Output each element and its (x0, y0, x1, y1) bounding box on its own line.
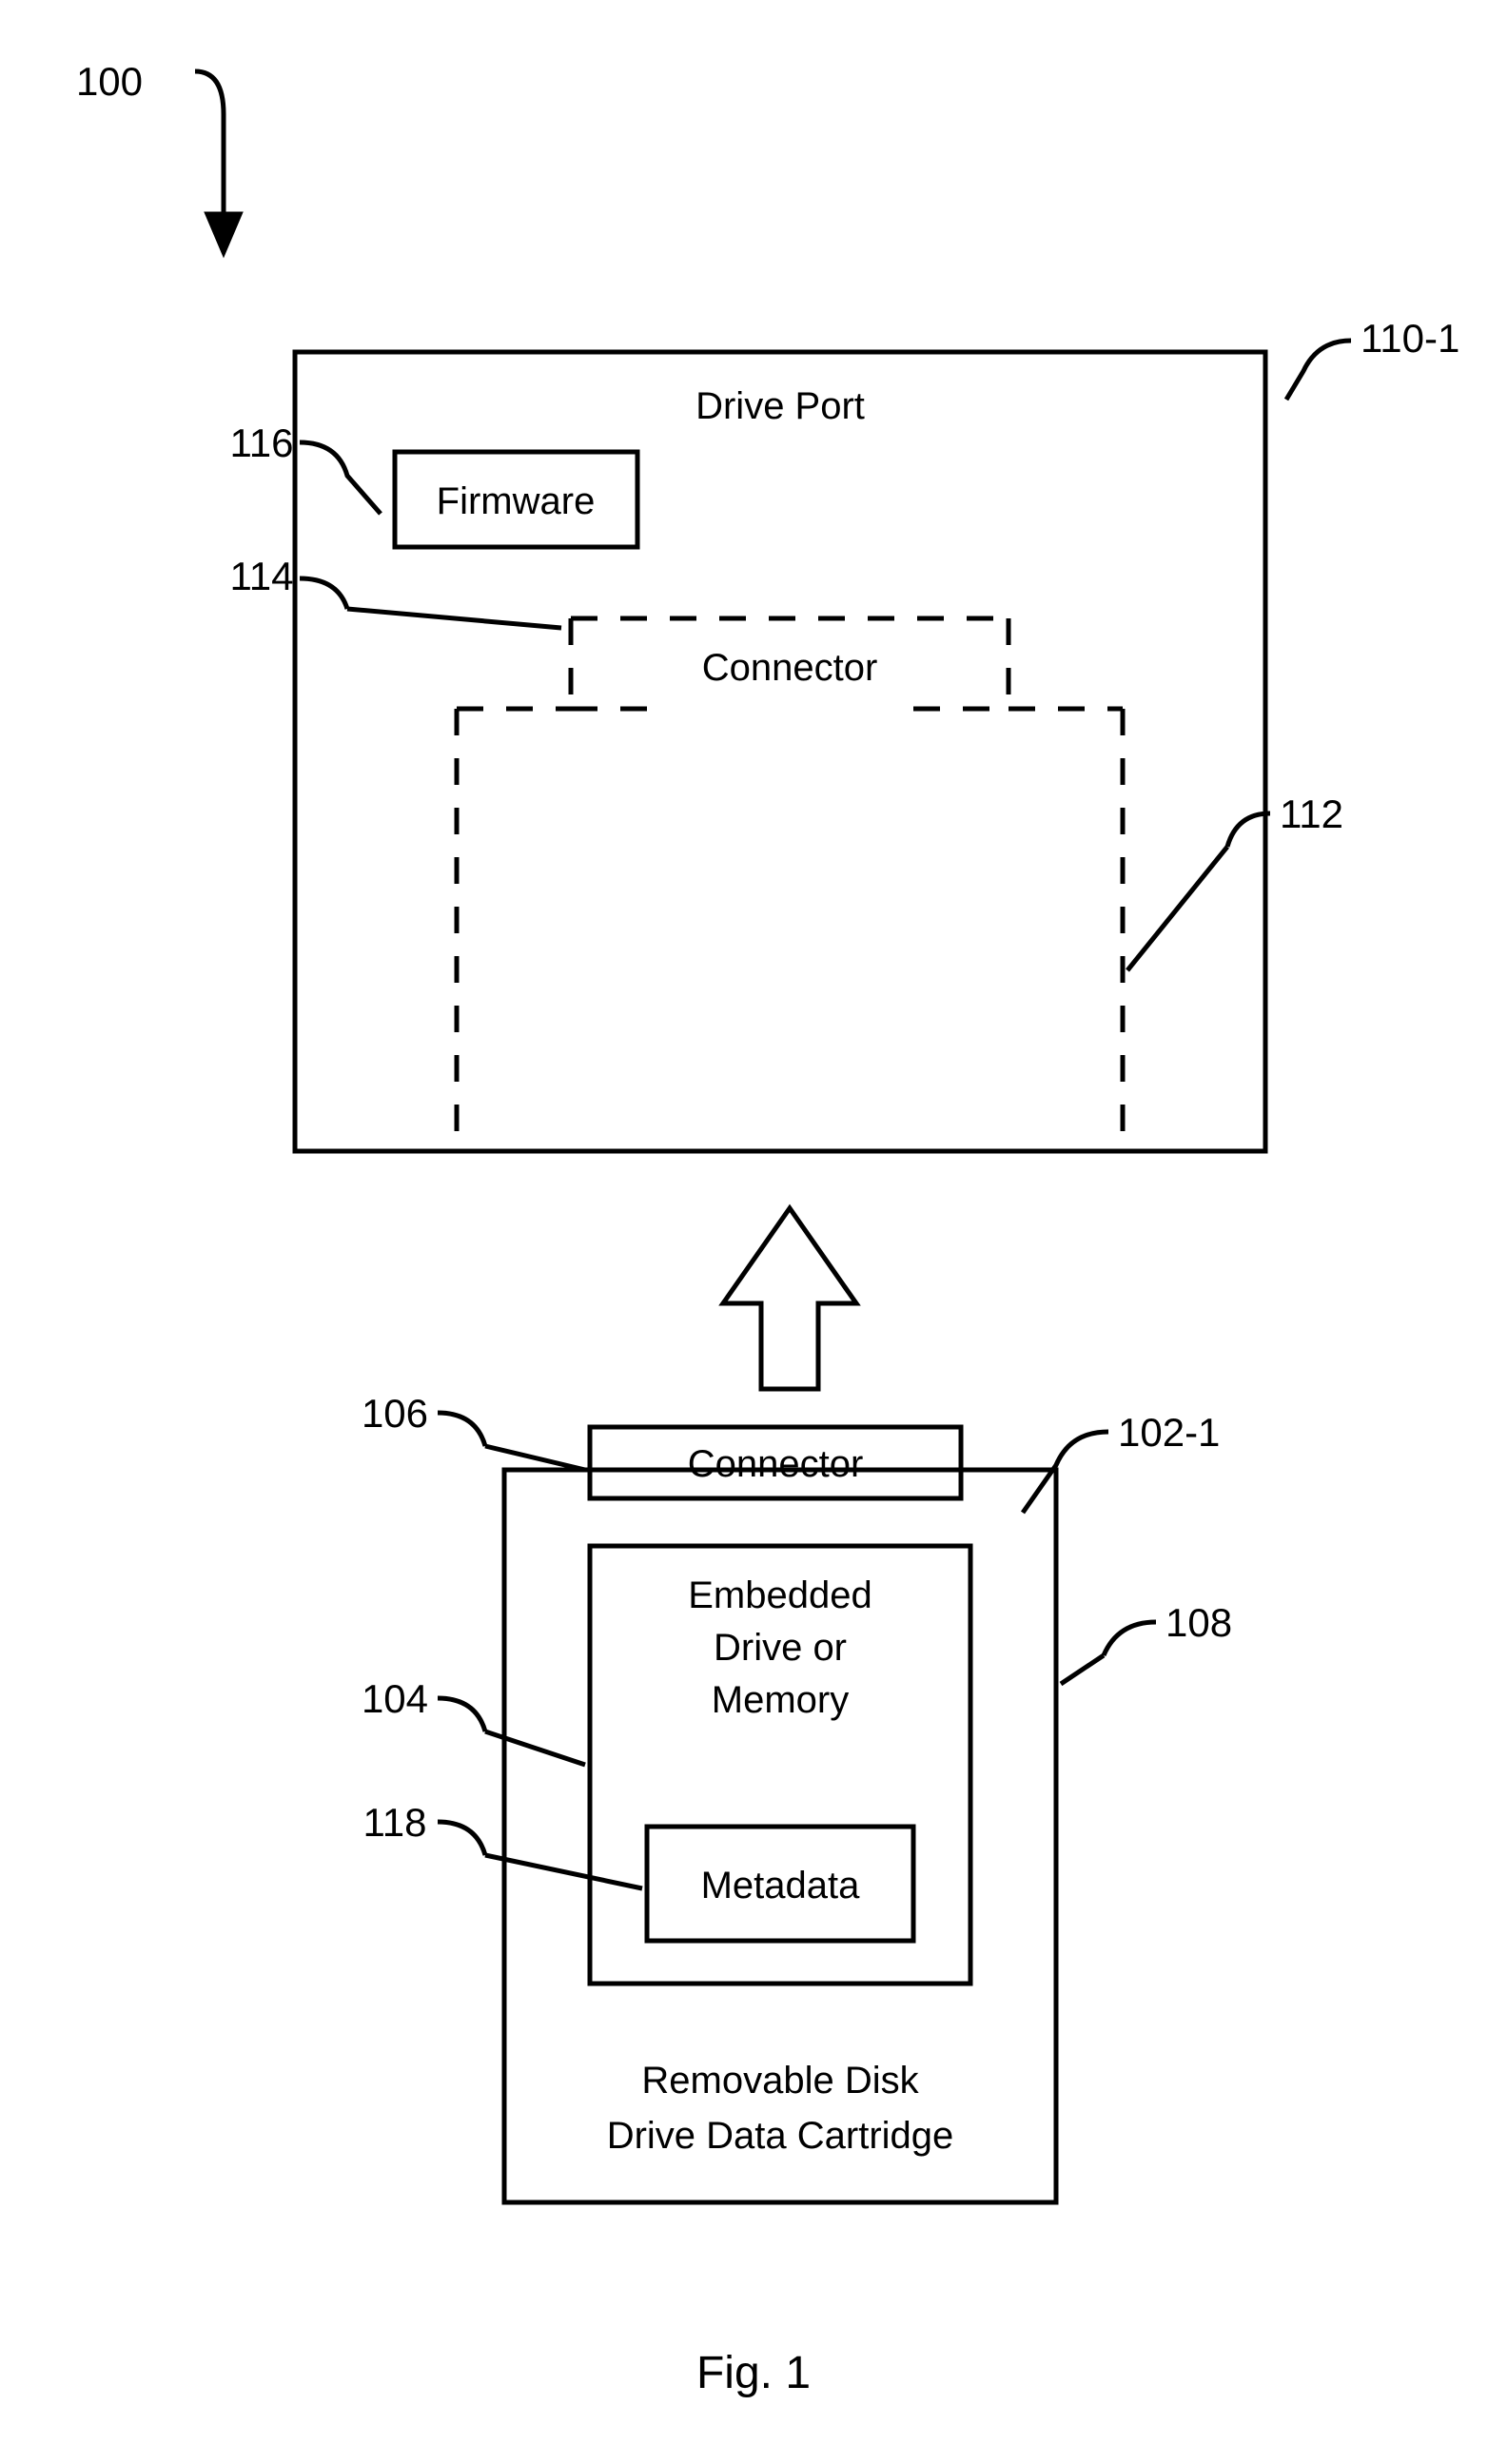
metadata-label: Metadata (701, 1865, 861, 1907)
ref-100-arrowhead (207, 214, 240, 252)
ref-106-leader (485, 1446, 585, 1470)
ref-114: 114 (230, 554, 294, 598)
ref-104-hook (438, 1698, 485, 1731)
ref-118-hook (438, 1822, 485, 1855)
ref-100: 100 (76, 59, 143, 104)
ref-116: 116 (230, 420, 294, 465)
ref-108-hook (1104, 1622, 1156, 1655)
figure-1-diagram: 100 Drive Port 110-1 Firmware 116 Connec… (0, 0, 1508, 2464)
ref-104-leader (485, 1731, 585, 1765)
connector-bottom-label: Connector (688, 1443, 864, 1485)
firmware-label: Firmware (437, 480, 596, 522)
embedded-line1: Embedded (688, 1574, 872, 1616)
ref-112-leader (1127, 847, 1227, 970)
cartridge-line2: Drive Data Cartridge (607, 2115, 954, 2157)
ref-106-hook (438, 1413, 485, 1446)
ref-116-hook (300, 442, 381, 514)
connector-top-label: Connector (702, 647, 878, 689)
ref-100-arrow (195, 71, 224, 228)
ref-104: 104 (362, 1676, 428, 1721)
figure-caption: Fig. 1 (696, 2348, 811, 2398)
insertion-arrow (723, 1208, 856, 1389)
ref-110-1: 110-1 (1361, 316, 1459, 361)
ref-112: 112 (1280, 792, 1343, 836)
ref-118-leader (485, 1855, 642, 1888)
ref-114-hook (300, 578, 347, 609)
ref-114-leader (347, 609, 561, 628)
ref-108: 108 (1165, 1600, 1232, 1645)
ref-110-1-hook (1286, 341, 1351, 400)
cartridge-line1: Removable Disk (641, 2060, 919, 2102)
embedded-line3: Memory (712, 1679, 849, 1721)
cavity-dashed (457, 709, 1123, 1151)
embedded-line2: Drive or (714, 1627, 847, 1669)
drive-port-title: Drive Port (695, 385, 865, 427)
ref-106: 106 (362, 1391, 428, 1436)
ref-108-leader (1061, 1655, 1104, 1684)
ref-102-1: 102-1 (1118, 1410, 1220, 1455)
ref-118: 118 (363, 1800, 427, 1845)
drive-port-box (295, 352, 1265, 1151)
